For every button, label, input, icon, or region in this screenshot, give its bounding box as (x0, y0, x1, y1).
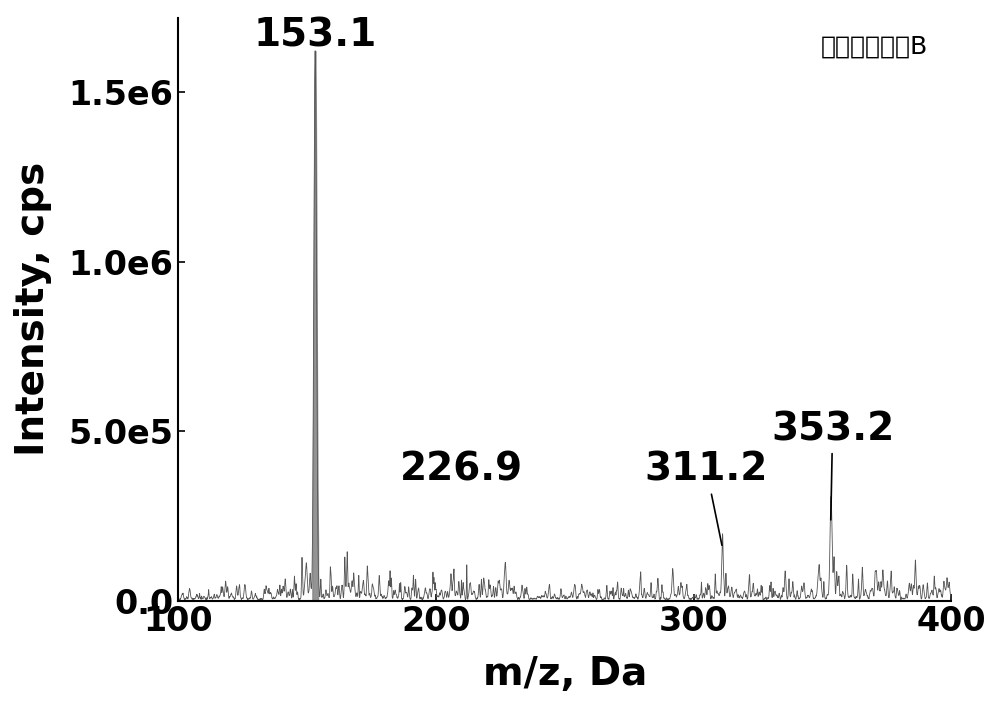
X-axis label: m/z, Da: m/z, Da (483, 655, 647, 693)
Text: 311.2: 311.2 (645, 451, 768, 545)
Text: 半甘草异黄酮B: 半甘草异黄酮B (821, 35, 928, 59)
Text: 226.9: 226.9 (400, 451, 523, 489)
Text: 153.1: 153.1 (254, 16, 377, 54)
Y-axis label: Intensity, cps: Intensity, cps (14, 162, 52, 456)
Text: 353.2: 353.2 (771, 410, 894, 520)
